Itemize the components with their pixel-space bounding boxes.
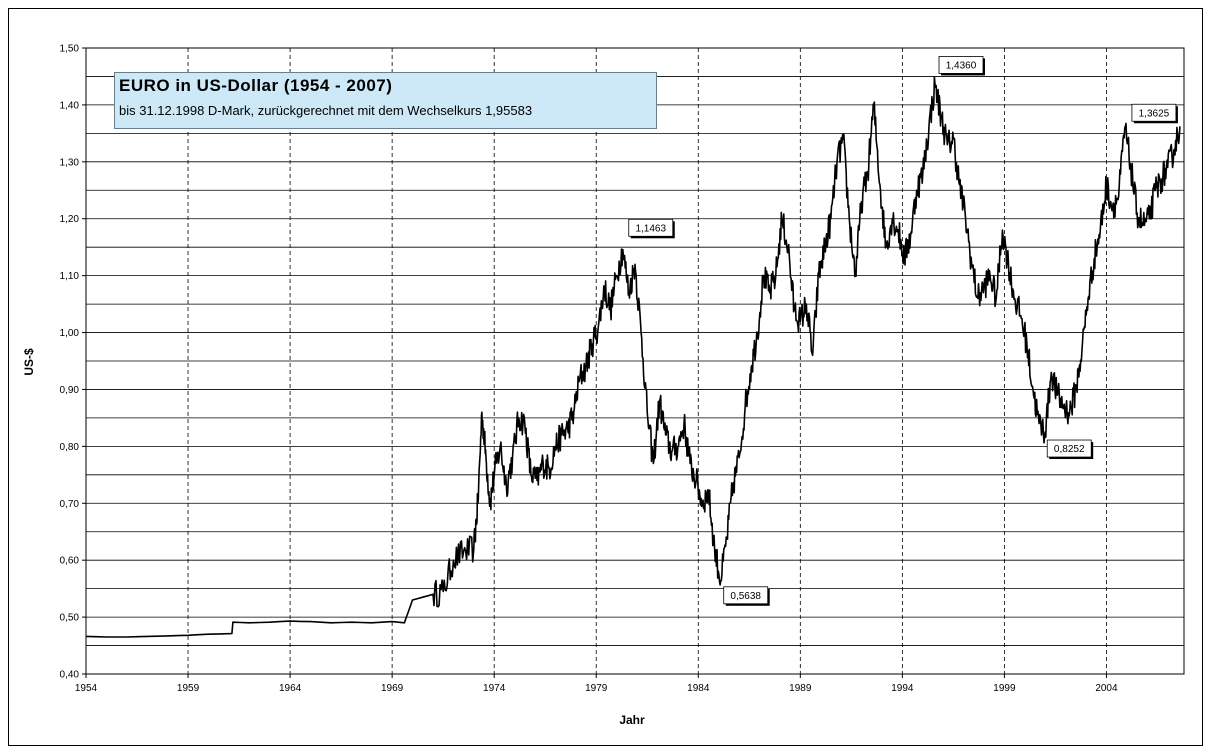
data-label-box bbox=[628, 218, 674, 237]
data-label-text: 1,1463 bbox=[635, 223, 666, 234]
y-tick-label: 1,10 bbox=[60, 271, 80, 282]
data-label: 1,4360 bbox=[938, 56, 986, 76]
y-tick-label: 1,20 bbox=[60, 214, 80, 225]
y-tick-label: 1,50 bbox=[60, 44, 80, 55]
y-tick-label: 0,70 bbox=[60, 499, 80, 510]
x-axis-title: Jahr bbox=[619, 713, 645, 727]
data-label: 1,1463 bbox=[628, 218, 675, 239]
y-tick-label: 1,00 bbox=[60, 328, 80, 339]
x-tick-label: 1994 bbox=[891, 683, 914, 694]
data-label: 1,3625 bbox=[1131, 103, 1178, 124]
x-tick-label: 1959 bbox=[177, 683, 200, 694]
data-label-text: 1,3625 bbox=[1139, 108, 1170, 119]
chart-frame: 0,40 0,50 0,60 0,70 0,80 0,90 1,00 1,10 1,20 1,30… bbox=[8, 8, 1203, 746]
chart-subtitle: bis 31.12.1998 D-Mark, zurückgerechnet m… bbox=[119, 103, 533, 118]
y-tick-label: 0,80 bbox=[60, 442, 80, 453]
x-tick-label: 2004 bbox=[1095, 683, 1118, 694]
x-tick-label: 1989 bbox=[789, 683, 812, 694]
y-axis-title: US-$ bbox=[22, 348, 36, 376]
data-label-text: 0,5638 bbox=[730, 591, 761, 602]
data-label: 0,5638 bbox=[723, 586, 770, 606]
chart-title-box: EURO in US-Dollar (1954 - 2007) bis 31.1… bbox=[114, 72, 657, 129]
data-label-box bbox=[1131, 103, 1177, 122]
line-chart: 0,40 0,50 0,60 0,70 0,80 0,90 1,00 1,10 1,20 1,30… bbox=[22, 44, 1185, 727]
y-tick-label: 0,90 bbox=[60, 385, 80, 396]
y-tick-label: 1,30 bbox=[60, 157, 80, 168]
plot-area-border bbox=[85, 47, 1185, 675]
x-tick-label: 1974 bbox=[483, 683, 506, 694]
chart-title: EURO in US-Dollar (1954 - 2007) bbox=[119, 76, 393, 95]
data-label-text: 0,8252 bbox=[1054, 444, 1085, 455]
x-tick-label: 1984 bbox=[687, 683, 710, 694]
x-tick-label: 1954 bbox=[75, 683, 98, 694]
x-tick-label: 1979 bbox=[585, 683, 608, 694]
data-label-text: 1,4360 bbox=[946, 60, 977, 71]
x-tick-label: 1999 bbox=[993, 683, 1016, 694]
x-tick-label: 1964 bbox=[279, 683, 302, 694]
y-tick-label: 0,50 bbox=[60, 613, 80, 624]
data-label-box bbox=[1046, 439, 1092, 458]
data-label: 0,8252 bbox=[1046, 439, 1094, 460]
y-tick-label: 1,40 bbox=[60, 100, 80, 111]
data-label-box bbox=[723, 586, 769, 605]
x-tick-label: 1969 bbox=[381, 683, 404, 694]
y-tick-label: 0,40 bbox=[60, 670, 80, 681]
y-tick-label: 0,60 bbox=[60, 556, 80, 567]
data-label-box bbox=[938, 56, 984, 74]
series-line bbox=[85, 76, 1181, 638]
